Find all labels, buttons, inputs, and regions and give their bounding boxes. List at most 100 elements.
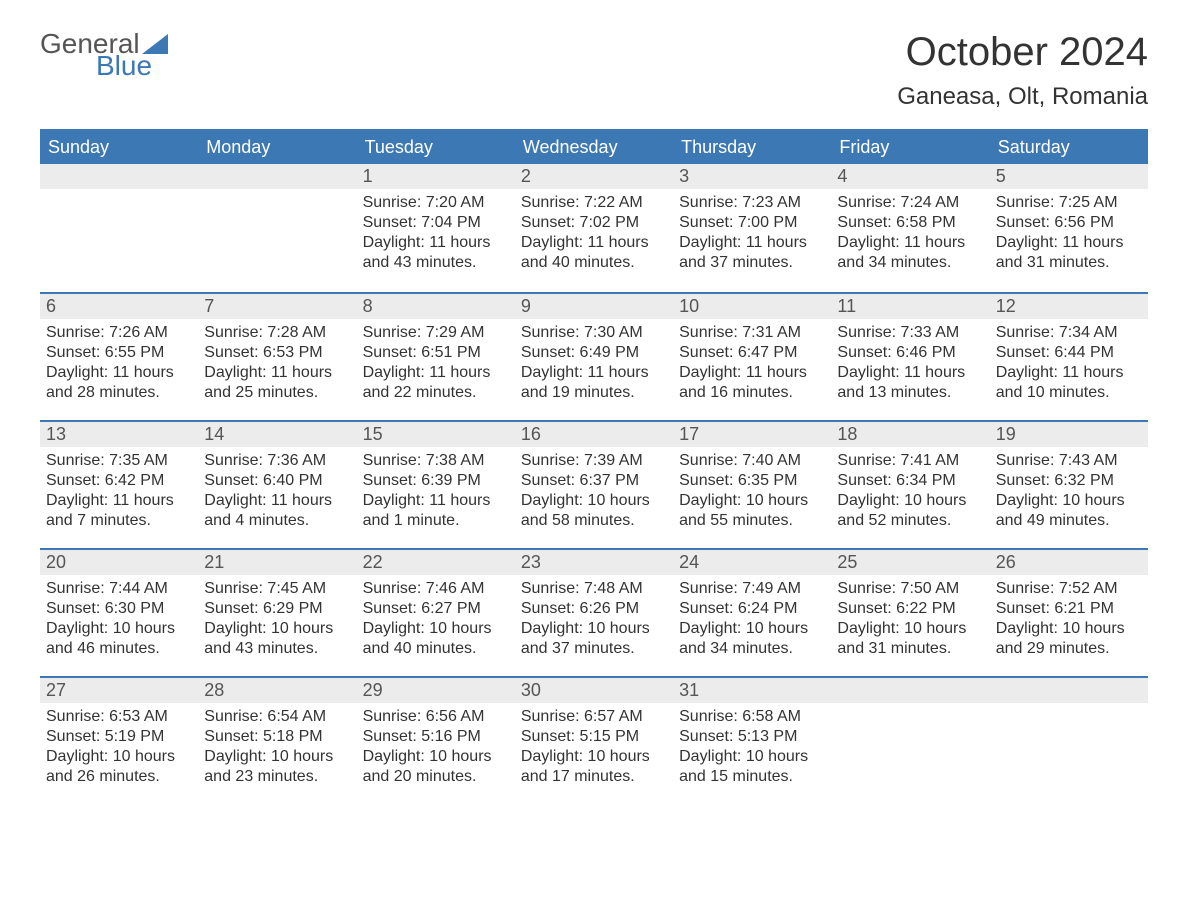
day-details: Sunrise: 7:29 AMSunset: 6:51 PMDaylight:… [357,319,515,407]
sunset-line: Sunset: 6:32 PM [996,471,1142,491]
day-number: 25 [831,548,989,575]
sunset-line: Sunset: 6:55 PM [46,343,192,363]
day-details: Sunrise: 7:49 AMSunset: 6:24 PMDaylight:… [673,575,831,663]
sunrise-line: Sunrise: 7:22 AM [521,193,667,213]
day-details: Sunrise: 6:58 AMSunset: 5:13 PMDaylight:… [673,703,831,791]
sunset-line: Sunset: 6:47 PM [679,343,825,363]
day-details: Sunrise: 7:28 AMSunset: 6:53 PMDaylight:… [198,319,356,407]
title-block: October 2024 Ganeasa, Olt, Romania [897,30,1148,111]
day-number: 24 [673,548,831,575]
daylight-line: Daylight: 11 hours and 31 minutes. [996,233,1142,273]
day-number: 16 [515,420,673,447]
day-details: Sunrise: 7:43 AMSunset: 6:32 PMDaylight:… [990,447,1148,535]
day-number: 1 [357,164,515,189]
daylight-line: Daylight: 10 hours and 34 minutes. [679,619,825,659]
daylight-line: Daylight: 10 hours and 15 minutes. [679,747,825,787]
daylight-line: Daylight: 10 hours and 52 minutes. [837,491,983,531]
calendar-table: SundayMondayTuesdayWednesdayThursdayFrid… [40,129,1148,804]
daylight-line: Daylight: 10 hours and 20 minutes. [363,747,509,787]
daylight-line: Daylight: 11 hours and 40 minutes. [521,233,667,273]
day-details: Sunrise: 7:39 AMSunset: 6:37 PMDaylight:… [515,447,673,535]
sunset-line: Sunset: 5:16 PM [363,727,509,747]
calendar-week-row: 1Sunrise: 7:20 AMSunset: 7:04 PMDaylight… [40,164,1148,292]
sunrise-line: Sunrise: 7:40 AM [679,451,825,471]
daylight-line: Daylight: 10 hours and 17 minutes. [521,747,667,787]
day-number: 3 [673,164,831,189]
sunrise-line: Sunrise: 7:52 AM [996,579,1142,599]
calendar-cell: 24Sunrise: 7:49 AMSunset: 6:24 PMDayligh… [673,548,831,676]
daylight-line: Daylight: 10 hours and 46 minutes. [46,619,192,659]
day-number: 13 [40,420,198,447]
daylight-line: Daylight: 11 hours and 1 minute. [363,491,509,531]
calendar-cell: 20Sunrise: 7:44 AMSunset: 6:30 PMDayligh… [40,548,198,676]
calendar-cell [198,164,356,292]
sunrise-line: Sunrise: 7:43 AM [996,451,1142,471]
day-number: 29 [357,676,515,703]
day-details: Sunrise: 7:48 AMSunset: 6:26 PMDaylight:… [515,575,673,663]
sunset-line: Sunset: 5:18 PM [204,727,350,747]
daylight-line: Daylight: 10 hours and 49 minutes. [996,491,1142,531]
sunset-line: Sunset: 6:56 PM [996,213,1142,233]
day-details: Sunrise: 7:50 AMSunset: 6:22 PMDaylight:… [831,575,989,663]
calendar-cell: 26Sunrise: 7:52 AMSunset: 6:21 PMDayligh… [990,548,1148,676]
header: General Blue October 2024 Ganeasa, Olt, … [40,30,1148,111]
sunrise-line: Sunrise: 7:36 AM [204,451,350,471]
daylight-line: Daylight: 10 hours and 37 minutes. [521,619,667,659]
day-number-bar-empty [990,676,1148,703]
sunset-line: Sunset: 7:04 PM [363,213,509,233]
calendar-week-row: 27Sunrise: 6:53 AMSunset: 5:19 PMDayligh… [40,676,1148,804]
day-number: 14 [198,420,356,447]
calendar-cell: 12Sunrise: 7:34 AMSunset: 6:44 PMDayligh… [990,292,1148,420]
sunrise-line: Sunrise: 7:50 AM [837,579,983,599]
sunrise-line: Sunrise: 7:38 AM [363,451,509,471]
sunset-line: Sunset: 6:58 PM [837,213,983,233]
day-number: 31 [673,676,831,703]
calendar-cell: 15Sunrise: 7:38 AMSunset: 6:39 PMDayligh… [357,420,515,548]
sunrise-line: Sunrise: 7:34 AM [996,323,1142,343]
calendar-cell: 22Sunrise: 7:46 AMSunset: 6:27 PMDayligh… [357,548,515,676]
calendar-cell: 10Sunrise: 7:31 AMSunset: 6:47 PMDayligh… [673,292,831,420]
sunrise-line: Sunrise: 7:46 AM [363,579,509,599]
calendar-cell: 21Sunrise: 7:45 AMSunset: 6:29 PMDayligh… [198,548,356,676]
daylight-line: Daylight: 11 hours and 4 minutes. [204,491,350,531]
day-details: Sunrise: 7:46 AMSunset: 6:27 PMDaylight:… [357,575,515,663]
daylight-line: Daylight: 11 hours and 22 minutes. [363,363,509,403]
sunrise-line: Sunrise: 6:56 AM [363,707,509,727]
sunrise-line: Sunrise: 7:26 AM [46,323,192,343]
daylight-line: Daylight: 11 hours and 10 minutes. [996,363,1142,403]
daylight-line: Daylight: 10 hours and 29 minutes. [996,619,1142,659]
calendar-cell: 2Sunrise: 7:22 AMSunset: 7:02 PMDaylight… [515,164,673,292]
sunset-line: Sunset: 6:44 PM [996,343,1142,363]
sunset-line: Sunset: 6:34 PM [837,471,983,491]
page-title: October 2024 [897,30,1148,75]
day-details: Sunrise: 7:26 AMSunset: 6:55 PMDaylight:… [40,319,198,407]
day-number: 19 [990,420,1148,447]
calendar-cell [40,164,198,292]
day-number: 11 [831,292,989,319]
sunset-line: Sunset: 6:37 PM [521,471,667,491]
day-number: 8 [357,292,515,319]
calendar-cell: 17Sunrise: 7:40 AMSunset: 6:35 PMDayligh… [673,420,831,548]
sunset-line: Sunset: 6:35 PM [679,471,825,491]
sunrise-line: Sunrise: 7:41 AM [837,451,983,471]
sunrise-line: Sunrise: 7:28 AM [204,323,350,343]
calendar-cell: 9Sunrise: 7:30 AMSunset: 6:49 PMDaylight… [515,292,673,420]
calendar-header-row: SundayMondayTuesdayWednesdayThursdayFrid… [40,130,1148,164]
sunset-line: Sunset: 6:29 PM [204,599,350,619]
day-details: Sunrise: 7:34 AMSunset: 6:44 PMDaylight:… [990,319,1148,407]
sunset-line: Sunset: 5:13 PM [679,727,825,747]
calendar-cell: 18Sunrise: 7:41 AMSunset: 6:34 PMDayligh… [831,420,989,548]
sunrise-line: Sunrise: 7:31 AM [679,323,825,343]
calendar-cell: 6Sunrise: 7:26 AMSunset: 6:55 PMDaylight… [40,292,198,420]
day-details: Sunrise: 7:30 AMSunset: 6:49 PMDaylight:… [515,319,673,407]
sunset-line: Sunset: 6:22 PM [837,599,983,619]
calendar-cell: 11Sunrise: 7:33 AMSunset: 6:46 PMDayligh… [831,292,989,420]
calendar-cell: 7Sunrise: 7:28 AMSunset: 6:53 PMDaylight… [198,292,356,420]
day-number-bar-empty [40,164,198,189]
day-details: Sunrise: 7:41 AMSunset: 6:34 PMDaylight:… [831,447,989,535]
sunset-line: Sunset: 6:53 PM [204,343,350,363]
day-details: Sunrise: 7:40 AMSunset: 6:35 PMDaylight:… [673,447,831,535]
sunset-line: Sunset: 6:40 PM [204,471,350,491]
calendar-cell: 16Sunrise: 7:39 AMSunset: 6:37 PMDayligh… [515,420,673,548]
day-details: Sunrise: 7:45 AMSunset: 6:29 PMDaylight:… [198,575,356,663]
